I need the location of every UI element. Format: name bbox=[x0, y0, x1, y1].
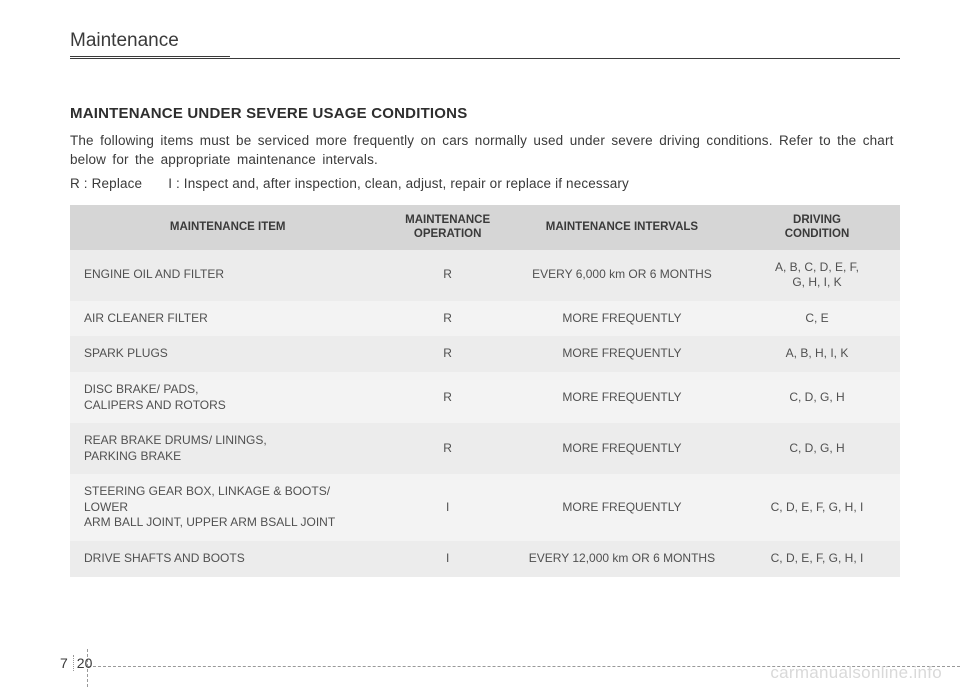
cell-item: SPARK PLUGS bbox=[70, 336, 385, 372]
cell-op: R bbox=[385, 250, 510, 301]
legend-inspect: I : Inspect and, after inspection, clean… bbox=[168, 176, 629, 191]
cell-item: STEERING GEAR BOX, LINKAGE & BOOTS/LOWER… bbox=[70, 474, 385, 541]
page-heading: MAINTENANCE UNDER SEVERE USAGE CONDITION… bbox=[70, 105, 900, 122]
page-within-chapter: 20 bbox=[77, 655, 93, 671]
cell-op: R bbox=[385, 423, 510, 474]
cell-interval: EVERY 6,000 km OR 6 MONTHS bbox=[510, 250, 734, 301]
cell-op: I bbox=[385, 541, 510, 577]
intro-paragraph: The following items must be serviced mor… bbox=[70, 132, 900, 170]
th-operation: MAINTENANCEOPERATION bbox=[385, 205, 510, 250]
legend-replace: R : Replace bbox=[70, 176, 142, 191]
table-row: ENGINE OIL AND FILTER R EVERY 6,000 km O… bbox=[70, 250, 900, 301]
cell-item: DRIVE SHAFTS AND BOOTS bbox=[70, 541, 385, 577]
table-row: AIR CLEANER FILTER R MORE FREQUENTLY C, … bbox=[70, 301, 900, 337]
cell-item: REAR BRAKE DRUMS/ LININGS,PARKING BRAKE bbox=[70, 423, 385, 474]
cell-interval: MORE FREQUENTLY bbox=[510, 336, 734, 372]
table-row: DRIVE SHAFTS AND BOOTS I EVERY 12,000 km… bbox=[70, 541, 900, 577]
cell-op: R bbox=[385, 301, 510, 337]
table-row: DISC BRAKE/ PADS,CALIPERS AND ROTORS R M… bbox=[70, 372, 900, 423]
section-title: Maintenance bbox=[70, 30, 230, 57]
table-row: REAR BRAKE DRUMS/ LININGS,PARKING BRAKE … bbox=[70, 423, 900, 474]
title-rule bbox=[70, 58, 900, 59]
cell-op: R bbox=[385, 336, 510, 372]
manual-page: Maintenance MAINTENANCE UNDER SEVERE USA… bbox=[0, 0, 960, 689]
th-item: MAINTENANCE ITEM bbox=[70, 205, 385, 250]
table-row: SPARK PLUGS R MORE FREQUENTLY A, B, H, I… bbox=[70, 336, 900, 372]
cell-interval: MORE FREQUENTLY bbox=[510, 423, 734, 474]
cell-interval: MORE FREQUENTLY bbox=[510, 474, 734, 541]
cell-cond: C, D, G, H bbox=[734, 372, 900, 423]
cell-cond: A, B, C, D, E, F,G, H, I, K bbox=[734, 250, 900, 301]
cell-op: I bbox=[385, 474, 510, 541]
cell-cond: C, D, E, F, G, H, I bbox=[734, 474, 900, 541]
cell-cond: A, B, H, I, K bbox=[734, 336, 900, 372]
maintenance-table: MAINTENANCE ITEM MAINTENANCEOPERATION MA… bbox=[70, 205, 900, 577]
cell-cond: C, E bbox=[734, 301, 900, 337]
table-header-row: MAINTENANCE ITEM MAINTENANCEOPERATION MA… bbox=[70, 205, 900, 250]
cell-item: DISC BRAKE/ PADS,CALIPERS AND ROTORS bbox=[70, 372, 385, 423]
cell-cond: C, D, E, F, G, H, I bbox=[734, 541, 900, 577]
cell-item: ENGINE OIL AND FILTER bbox=[70, 250, 385, 301]
cell-interval: MORE FREQUENTLY bbox=[510, 372, 734, 423]
table-row: STEERING GEAR BOX, LINKAGE & BOOTS/LOWER… bbox=[70, 474, 900, 541]
cell-op: R bbox=[385, 372, 510, 423]
legend-line: R : Replace I : Inspect and, after inspec… bbox=[70, 176, 900, 191]
page-number: 720 bbox=[60, 655, 92, 671]
cell-item: AIR CLEANER FILTER bbox=[70, 301, 385, 337]
cell-interval: MORE FREQUENTLY bbox=[510, 301, 734, 337]
th-intervals: MAINTENANCE INTERVALS bbox=[510, 205, 734, 250]
cell-interval: EVERY 12,000 km OR 6 MONTHS bbox=[510, 541, 734, 577]
cell-cond: C, D, G, H bbox=[734, 423, 900, 474]
th-condition: DRIVINGCONDITION bbox=[734, 205, 900, 250]
watermark-text: carmanualsonline.info bbox=[770, 663, 942, 683]
chapter-number: 7 bbox=[60, 655, 74, 671]
